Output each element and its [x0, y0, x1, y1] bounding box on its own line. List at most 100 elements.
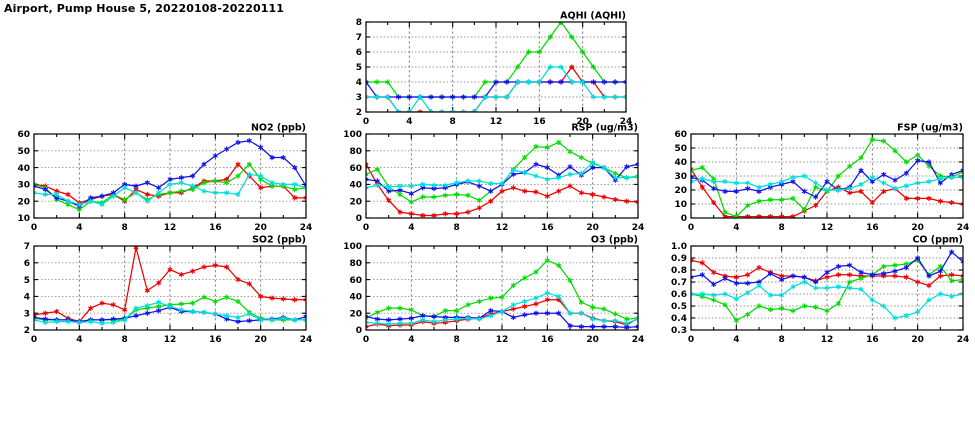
xtick-label: 8 [779, 335, 785, 345]
xtick-label: 8 [454, 223, 460, 233]
ytick-label: 0.6 [671, 290, 687, 300]
xtick-label: 16 [541, 223, 554, 233]
xtick-label: 16 [209, 223, 222, 233]
chart-title-fsp: FSP (ug/m3) [897, 123, 963, 134]
ytick-label: 10 [674, 200, 687, 210]
ytick-label: 80 [349, 259, 362, 269]
series-o3-s4 [366, 290, 638, 327]
xtick-label: 0 [31, 335, 37, 345]
ytick-label: 0.8 [671, 266, 687, 276]
chart-panel-so2: SO2 (ppb) 2 3 4 5 6 7 0 4 8 12 16 20 24 [8, 232, 313, 346]
ytick-label: 3 [24, 309, 30, 319]
ytick-label: 6 [24, 259, 30, 269]
xtick-label: 0 [31, 223, 37, 233]
xtick-label: 4 [76, 335, 82, 345]
xtick-label: 4 [408, 223, 414, 233]
xtick-label: 24 [300, 223, 313, 233]
xtick-label: 12 [496, 223, 509, 233]
xtick-label: 8 [454, 335, 460, 345]
ytick-label: 0.9 [671, 254, 687, 264]
xtick-label: 20 [586, 335, 599, 345]
series-co-s4 [691, 279, 963, 321]
ytick-label: 4 [356, 78, 362, 88]
ytick-label: 20 [349, 197, 362, 207]
chart-title-aqhi: AQHI (AQHI) [560, 11, 626, 22]
ytick-label: 5 [356, 63, 362, 73]
series-aqhi-s2 [366, 21, 626, 100]
xtick-label: 20 [911, 223, 924, 233]
xtick-label: 0 [688, 335, 694, 345]
chart-panel-aqhi: AQHI (AQHI) 2 3 4 5 6 7 8 0 4 8 12 16 20 24 [340, 8, 633, 128]
chart-title-so2: SO2 (ppb) [252, 235, 306, 246]
chart-title-co: CO (ppm) [912, 235, 963, 246]
ytick-label: 0 [356, 326, 362, 336]
chart-title-o3: O3 (ppb) [591, 235, 638, 246]
xtick-label: 4 [408, 335, 414, 345]
ytick-label: 5 [24, 276, 30, 286]
ytick-label: 40 [349, 293, 362, 303]
xtick-label: 20 [576, 117, 589, 127]
ytick-label: 7 [356, 33, 362, 43]
ytick-label: 60 [17, 130, 30, 140]
xtick-label: 24 [620, 117, 633, 127]
ytick-label: 30 [674, 172, 687, 182]
ytick-label: 50 [674, 144, 687, 154]
series-co-s2 [691, 257, 963, 323]
xtick-label: 20 [586, 223, 599, 233]
xtick-label: 16 [541, 335, 554, 345]
ytick-label: 0 [356, 214, 362, 224]
ytick-label: 2 [356, 108, 362, 118]
xtick-label: 20 [254, 335, 267, 345]
xtick-label: 16 [866, 335, 879, 345]
xtick-label: 8 [450, 117, 456, 127]
xtick-label: 12 [164, 223, 177, 233]
xtick-label: 12 [821, 223, 834, 233]
series-rsp-s4 [366, 159, 638, 191]
series-no2-s2 [34, 161, 306, 213]
xtick-label: 16 [866, 223, 879, 233]
series-rsp-s1 [366, 161, 638, 219]
page-title: Airport, Pump House 5, 20220108-20220111 [4, 2, 285, 15]
xtick-label: 12 [164, 335, 177, 345]
xtick-label: 0 [363, 223, 369, 233]
series-fsp-s4 [691, 173, 963, 193]
xtick-label: 12 [496, 335, 509, 345]
series-no2-s4 [34, 171, 306, 208]
xtick-label: 12 [490, 117, 503, 127]
ytick-label: 40 [17, 164, 30, 174]
chart-panel-co: CO (ppm) 0.3 0.4 0.5 0.6 0.7 0.8 0.9 1.0 0 4 8 12 16 2… [665, 232, 969, 346]
xtick-label: 20 [254, 223, 267, 233]
ytick-label: 20 [17, 197, 30, 207]
ytick-label: 6 [356, 48, 362, 58]
xtick-label: 4 [733, 223, 739, 233]
series-co-s3 [691, 249, 963, 287]
ytick-label: 50 [17, 147, 30, 157]
ytick-label: 60 [349, 164, 362, 174]
ytick-label: 20 [674, 186, 687, 196]
ytick-label: 7 [24, 242, 30, 252]
ytick-label: 4 [24, 293, 30, 303]
xtick-label: 24 [632, 223, 645, 233]
ytick-label: 0.7 [671, 278, 687, 288]
ytick-label: 40 [349, 181, 362, 191]
ytick-label: 0 [681, 214, 687, 224]
xtick-label: 24 [957, 223, 970, 233]
ytick-label: 2 [24, 326, 30, 336]
xtick-label: 12 [821, 335, 834, 345]
ytick-label: 0.4 [671, 314, 687, 324]
xtick-label: 0 [363, 335, 369, 345]
ytick-label: 100 [343, 242, 362, 252]
xtick-label: 24 [957, 335, 970, 345]
ytick-label: 1.0 [671, 242, 687, 252]
ytick-label: 100 [343, 130, 362, 140]
chart-panel-rsp: RSP (ug/m3) 0 20 40 60 80 100 0 4 8 12 16 20 24 [340, 120, 644, 234]
xtick-label: 24 [300, 335, 313, 345]
xtick-label: 8 [122, 335, 128, 345]
ytick-label: 60 [349, 276, 362, 286]
ytick-label: 30 [17, 181, 30, 191]
chart-panel-o3: O3 (ppb) 0 20 40 60 80 100 0 4 8 12 16 20 24 [340, 232, 644, 346]
xtick-label: 4 [76, 223, 82, 233]
ytick-label: 40 [674, 158, 687, 168]
xtick-label: 16 [533, 117, 546, 127]
chart-title-no2: NO2 (ppb) [251, 123, 306, 134]
